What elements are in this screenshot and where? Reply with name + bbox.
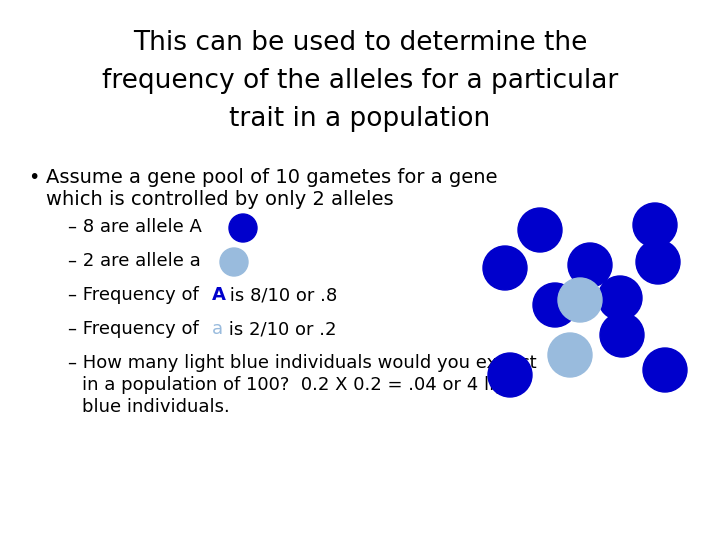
Circle shape [568, 243, 612, 287]
Circle shape [488, 353, 532, 397]
Text: is 2/10 or .2: is 2/10 or .2 [223, 320, 336, 338]
Text: – Frequency of: – Frequency of [68, 320, 204, 338]
Text: – 2 are allele a: – 2 are allele a [68, 252, 201, 270]
Text: blue individuals.: blue individuals. [82, 398, 230, 416]
Text: a: a [212, 320, 223, 338]
Text: This can be used to determine the: This can be used to determine the [132, 30, 588, 56]
Text: •: • [28, 168, 40, 187]
Circle shape [483, 246, 527, 290]
Text: trait in a population: trait in a population [230, 106, 490, 132]
Text: – 8 are allele A: – 8 are allele A [68, 218, 202, 236]
Text: frequency of the alleles for a particular: frequency of the alleles for a particula… [102, 68, 618, 94]
Circle shape [220, 248, 248, 276]
Text: – Frequency of: – Frequency of [68, 286, 204, 304]
Text: A: A [212, 286, 226, 304]
Text: – How many light blue individuals would you expect: – How many light blue individuals would … [68, 354, 536, 372]
Circle shape [598, 276, 642, 320]
Text: Assume a gene pool of 10 gametes for a gene: Assume a gene pool of 10 gametes for a g… [46, 168, 498, 187]
Circle shape [548, 333, 592, 377]
Text: which is controlled by only 2 alleles: which is controlled by only 2 alleles [46, 190, 394, 209]
Circle shape [518, 208, 562, 252]
Circle shape [636, 240, 680, 284]
Circle shape [600, 313, 644, 357]
Circle shape [533, 283, 577, 327]
Circle shape [229, 214, 257, 242]
Circle shape [633, 203, 677, 247]
Text: in a population of 100?  0.2 X 0.2 = .04 or 4 light: in a population of 100? 0.2 X 0.2 = .04 … [82, 376, 524, 394]
Text: is 8/10 or .8: is 8/10 or .8 [224, 286, 337, 304]
Circle shape [558, 278, 602, 322]
Circle shape [643, 348, 687, 392]
